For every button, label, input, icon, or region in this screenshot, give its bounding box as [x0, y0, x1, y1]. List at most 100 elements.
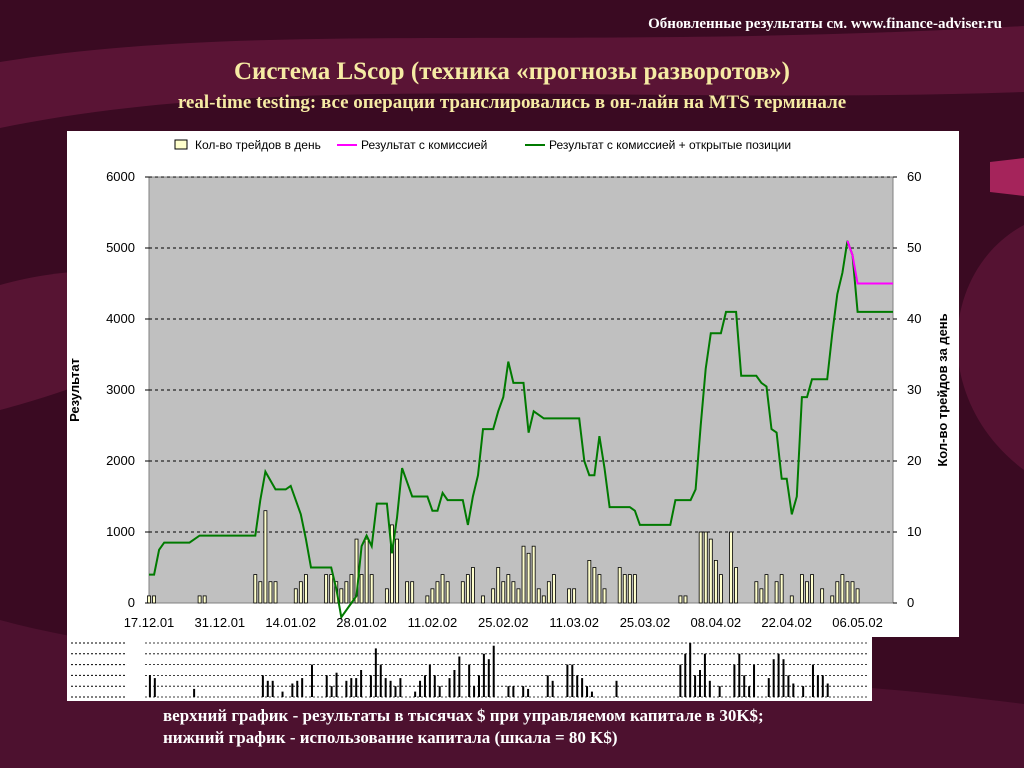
trade-count-bar [617, 567, 622, 604]
left-tick-label: 1000 [106, 524, 135, 539]
capital-usage-bar [438, 686, 441, 697]
trade-count-bar [799, 574, 804, 604]
trade-count-bar [253, 574, 258, 604]
trade-count-bar [850, 581, 855, 604]
capital-usage-bar [576, 675, 579, 697]
x-tick-label: 11.02.02 [408, 615, 458, 630]
capital-usage-bar [477, 675, 480, 697]
trade-count-bar [390, 524, 394, 604]
trade-count-bar [592, 567, 597, 604]
trade-count-bar [546, 581, 551, 604]
right-tick-label: 30 [907, 382, 921, 397]
trade-count-bar [425, 595, 430, 604]
trade-count-bar [202, 595, 207, 604]
capital-usage-bar [507, 686, 510, 697]
trade-count-bar [845, 581, 850, 604]
trade-count-bar [840, 574, 845, 604]
capital-usage-bar [772, 659, 775, 697]
capital-grid-lines [71, 642, 867, 698]
capital-usage-bar [703, 653, 706, 697]
capital-usage-bar [325, 675, 328, 697]
trade-count-bar [779, 574, 784, 604]
capital-usage-bar [684, 653, 687, 697]
legend-entry-label: Результат с комиссией + открытые позиции [549, 138, 791, 152]
capital-usage-bar [551, 680, 554, 697]
right-axis-label: Кол-во трейдов за день [935, 313, 950, 466]
capital-usage-bar [453, 670, 456, 697]
capital-usage-bar [261, 675, 264, 697]
trade-count-bar [835, 581, 840, 604]
trade-count-bar [734, 567, 739, 604]
right-tick-label: 10 [907, 524, 921, 539]
trade-count-bar [622, 574, 627, 604]
trade-count-bar [258, 581, 263, 604]
trade-count-bar [820, 588, 825, 604]
trade-count-bar [719, 574, 723, 604]
capital-usage-bar [738, 653, 741, 697]
capital-usage-bar [330, 686, 333, 697]
trade-count-bar [329, 574, 334, 604]
capital-usage-bar [423, 675, 426, 697]
capital-usage-bar [374, 648, 377, 697]
series-line-open-positions [149, 240, 893, 620]
slide-subtitle: real-time testing: все операции транслир… [177, 92, 847, 113]
capital-usage-bar [826, 683, 829, 697]
right-tick-label: 20 [907, 453, 921, 468]
x-tick-label: 17.12.01 [124, 615, 175, 630]
capital-usage-bar [482, 653, 485, 697]
left-axis-label: Результат [67, 358, 82, 422]
capital-usage-bar [767, 678, 770, 697]
capital-usage-bar [527, 688, 530, 697]
trade-count-bar [395, 538, 399, 604]
trade-count-bar [708, 538, 713, 604]
trade-count-bar [541, 595, 546, 604]
x-tick-label: 14.01.02 [265, 615, 316, 630]
main-chart-panel: Кол-во трейдов в день Результат с комисси… [67, 131, 959, 637]
legend-entry-label: Результат с комиссией [361, 138, 487, 152]
trade-count-bar [273, 581, 278, 604]
trade-count-bar [754, 581, 759, 604]
capital-usage-bar [384, 678, 387, 697]
capital-usage-bar [743, 675, 746, 697]
trade-count-bar [354, 538, 359, 604]
right-tick-label: 40 [907, 311, 921, 326]
capital-usage-bar [487, 659, 490, 697]
trade-count-bar [410, 581, 415, 604]
trade-count-bar [632, 574, 637, 604]
trade-count-bar [587, 559, 592, 604]
capital-usage-bar [458, 656, 461, 697]
capital-usage-bar [546, 675, 549, 697]
trade-count-bar [698, 531, 703, 604]
trade-count-bar [491, 588, 496, 604]
capital-usage-bar [335, 672, 338, 697]
trade-count-bar [759, 588, 764, 604]
capital-usage-bar [345, 680, 348, 697]
trade-count-bar [496, 567, 501, 604]
capital-usage-bar [301, 678, 304, 697]
trade-count-bar [364, 538, 369, 604]
x-tick-label: 25.03.02 [620, 615, 671, 630]
trade-count-bar [435, 581, 440, 604]
capital-usage-bar [802, 686, 805, 697]
capital-usage-bar [782, 659, 785, 697]
trade-count-bar [405, 581, 410, 604]
capital-usage-bar [586, 686, 589, 697]
capital-usage-bar [492, 645, 495, 697]
right-tick-label: 60 [907, 169, 921, 184]
series-line-commission [846, 240, 893, 285]
x-axis-ticks: 17.12.01 31.12.01 14.01.02 28.01.02 11.02.02… [124, 615, 883, 630]
trade-count-bar [536, 588, 541, 604]
capital-usage-panel [67, 637, 872, 701]
capital-usage-bar [291, 683, 294, 697]
capital-usage-bar [148, 675, 151, 697]
capital-usage-bar [566, 664, 569, 697]
capital-usage-bar [792, 683, 795, 697]
left-tick-label: 6000 [106, 169, 135, 184]
trade-count-bar [263, 510, 268, 604]
capital-usage-bar [581, 678, 584, 697]
trade-count-bar [344, 581, 349, 604]
grid-lines [149, 176, 893, 533]
trade-count-bar [703, 531, 708, 604]
trade-count-bars [147, 510, 860, 604]
legend-swatch-bar [174, 139, 188, 150]
